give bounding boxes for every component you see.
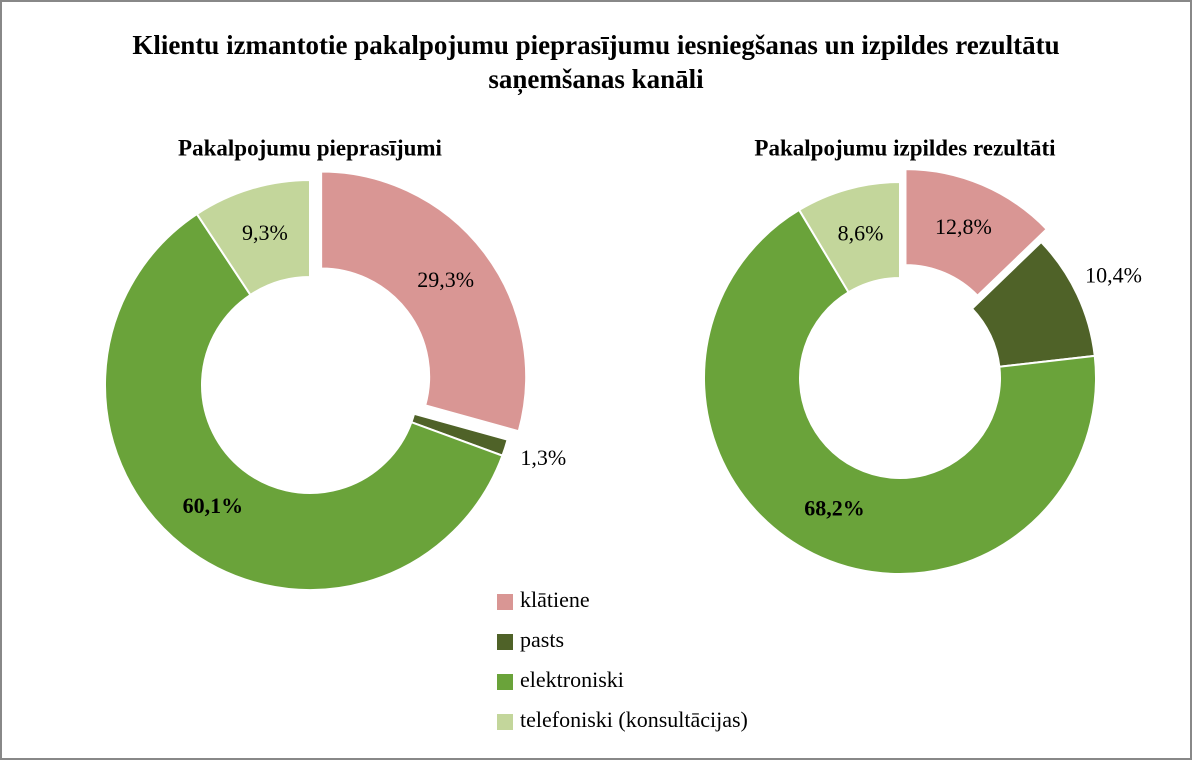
donut-slice: [703, 208, 1097, 575]
legend-swatch: [497, 594, 513, 610]
data-label: 8,6%: [838, 220, 884, 245]
donut-slice: [320, 170, 528, 433]
donut-slice: [797, 180, 901, 294]
legend-swatch: [497, 674, 513, 690]
chart-subtitle: Pakalpojumu izpildes rezultāti: [754, 135, 1056, 160]
legend-label: telefoniski (konsultācijas): [520, 707, 748, 732]
donut-slice: [195, 178, 311, 297]
donut-slice: [904, 168, 1049, 298]
legend-label: pasts: [520, 627, 564, 652]
chart-title: Klientu izmantotie pakalpojumu pieprasīj…: [132, 30, 1059, 96]
legend-swatch: [497, 714, 513, 730]
chart-subtitle: Pakalpojumu pieprasījumi: [178, 135, 443, 160]
donut-slice: [103, 212, 504, 592]
legend-label: elektroniski: [520, 667, 624, 692]
data-label: 29,3%: [417, 267, 474, 292]
data-label: 1,3%: [520, 445, 566, 470]
data-label: 60,1%: [183, 493, 244, 518]
data-label: 68,2%: [804, 496, 865, 521]
data-label: 9,3%: [242, 220, 288, 245]
data-label: 12,8%: [935, 214, 992, 239]
data-label: 10,4%: [1085, 263, 1142, 288]
legend-swatch: [497, 634, 513, 650]
legend-label: klātiene: [520, 587, 590, 612]
